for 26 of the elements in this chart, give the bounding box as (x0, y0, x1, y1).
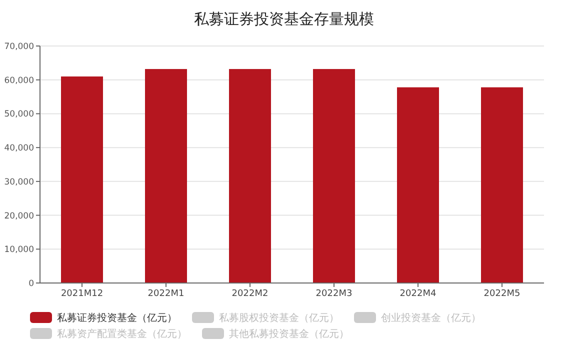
bar (145, 69, 187, 283)
legend-label: 私募股权投资基金（亿元） (219, 312, 339, 324)
legend-label: 私募资产配置类基金（亿元） (57, 328, 187, 340)
x-tick-label: 2022M2 (232, 289, 268, 299)
legend-label: 创业投资基金（亿元） (381, 312, 481, 324)
y-tick-label: 60,000 (4, 76, 34, 86)
y-tick-label: 20,000 (4, 211, 34, 222)
bar (481, 87, 523, 283)
y-tick-label: 0 (28, 278, 34, 289)
y-tick-label: 70,000 (4, 42, 34, 52)
y-tick-label: 50,000 (4, 110, 34, 120)
x-tick-label: 2021M12 (60, 289, 104, 299)
x-tick-label: 2022M4 (400, 289, 436, 299)
legend-label: 其他私募投资基金（亿元） (229, 328, 349, 340)
x-tick-label: 2022M1 (148, 289, 184, 299)
bar (397, 87, 439, 283)
legend-label: 私募证券投资基金（亿元） (57, 312, 177, 324)
chart-title: 私募证券投资基金存量规模 (194, 10, 374, 28)
bar (313, 69, 355, 283)
bar (61, 76, 103, 283)
x-tick-label: 2022M3 (316, 289, 352, 299)
y-tick-label: 10,000 (4, 245, 34, 256)
x-tick-label: 2022M5 (484, 289, 520, 299)
bar (229, 69, 271, 283)
y-tick-label: 40,000 (4, 144, 34, 154)
y-tick-label: 30,000 (4, 177, 34, 188)
